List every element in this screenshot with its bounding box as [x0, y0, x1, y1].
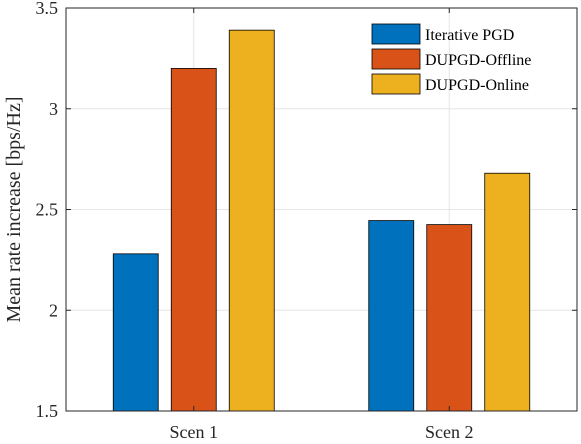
legend-swatch — [371, 23, 421, 45]
x-tick-label: Scen 2 — [425, 422, 474, 442]
y-tick-label: 3 — [49, 99, 58, 119]
bar — [170, 68, 217, 412]
legend-label: Iterative PGD — [425, 27, 514, 44]
y-tick-label: 2.5 — [36, 200, 59, 220]
y-tick-label: 3.5 — [36, 0, 59, 18]
y-tick-label: 2 — [49, 300, 58, 320]
legend: Iterative PGD DUPGD-Offline DUPGD-Online — [371, 23, 531, 95]
bar — [484, 172, 531, 412]
bar — [368, 220, 415, 412]
y-axis-label: Mean rate increase [bps/Hz] — [3, 97, 25, 323]
bars — [112, 29, 531, 412]
bar — [112, 253, 159, 412]
x-axis-ticks: Scen 1 Scen 2 — [170, 8, 474, 442]
legend-swatch — [371, 48, 421, 70]
y-axis-ticks: 1.5 2 2.5 3 3.5 — [36, 0, 577, 421]
bar — [228, 29, 275, 412]
legend-label: DUPGD-Offline — [425, 52, 531, 69]
x-tick-label: Scen 1 — [170, 422, 219, 442]
legend-label: DUPGD-Online — [425, 77, 529, 94]
y-tick-label: 1.5 — [36, 401, 59, 421]
legend-swatch — [371, 73, 421, 95]
bar — [426, 224, 473, 412]
